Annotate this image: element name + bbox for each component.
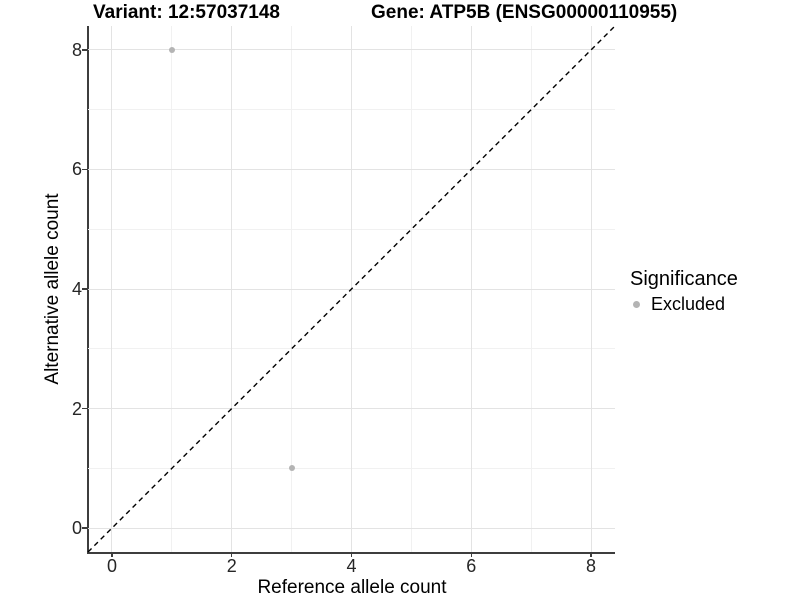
x-tick-mark [470,552,473,557]
y-tick-label: 8 [71,39,82,60]
x-tick-mark [111,552,113,557]
y-tick-mark [82,168,87,171]
y-tick-mark [82,407,87,410]
y-tick-label: 4 [71,279,82,299]
data-point [168,46,175,53]
x-tick-mark [350,552,353,557]
x-tick-label: 2 [226,556,237,576]
variant-title: Variant: 12:57037148 [93,2,280,23]
x-tick-label: 4 [346,556,357,576]
plot-panel [87,25,616,553]
identity-dashed-line [87,25,616,553]
y-major-gridline [88,168,615,170]
x-tick-mark [230,552,233,557]
y-axis-title: Alternative allele count [42,193,63,385]
y-tick-label: 2 [71,398,82,419]
x-tick-mark [590,552,592,557]
y-axis-line [86,26,89,554]
y-major-gridline [88,49,615,51]
y-tick-label: 0 [71,518,82,539]
x-tick-label: 6 [466,556,477,576]
data-point [288,465,295,472]
legend: Significance Excluded [630,267,738,315]
y-major-gridline [88,527,615,529]
legend-title: Significance [630,268,738,290]
x-tick-label: 0 [106,556,117,576]
x-axis-title: Reference allele count [257,577,447,598]
y-tick-label: 6 [71,159,82,180]
legend-entry-excluded: Excluded [630,293,738,315]
y-tick-mark [82,288,87,290]
legend-entry-label: Excluded [651,294,726,314]
y-tick-mark [82,527,87,529]
gene-title: Gene: ATP5B (ENSG00000110955) [371,2,678,23]
x-tick-label: 8 [586,556,597,576]
excluded-marker-icon [633,300,640,308]
y-major-gridline [88,408,615,410]
y-tick-mark [82,49,87,51]
